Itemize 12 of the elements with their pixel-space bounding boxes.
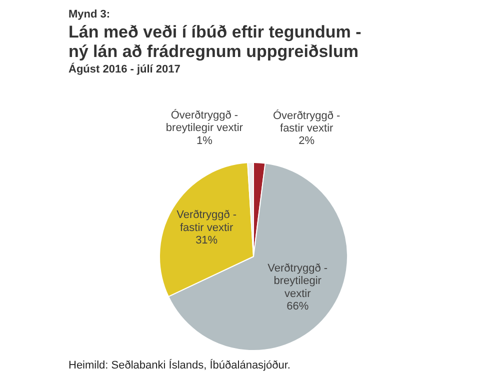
text: Heimild: Seðlabanki Íslands, Íbúðalánasjóður. — [68, 358, 290, 372]
slice-label: Verðtryggð - breytilegir vextir — [268, 262, 328, 300]
data-label: 66% — [286, 300, 309, 312]
data-label: 2% — [298, 135, 315, 148]
text: Mynd 3: — [68, 8, 110, 20]
data-label: 31% — [196, 234, 218, 247]
slice-label: Verðtryggð - fastir vextir — [176, 209, 237, 234]
slice-label: Óverðtryggð - breytilegir vextir — [166, 108, 244, 134]
chart-subtitle: Ágúst 2016 - júlí 2017 — [68, 62, 180, 76]
data-label: 1% — [196, 134, 213, 147]
slice-label: Óverðtryggð - fastir vextir — [272, 108, 341, 134]
chart-title: Lán með veði í íbúð eftir tegundum - ný lán að frádregnum uppgreiðslum — [68, 22, 362, 62]
